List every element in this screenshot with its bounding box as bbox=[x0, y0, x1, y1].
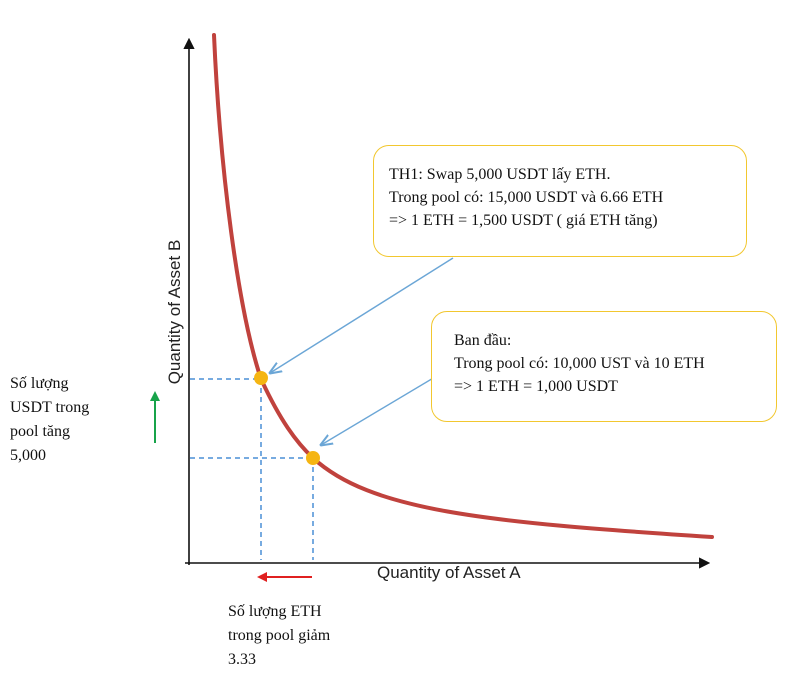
point-after-swap bbox=[254, 371, 268, 385]
eth-decrease-note: Số lượng ETH trong pool giảm 3.33 bbox=[228, 600, 398, 672]
callout-initial-line-2: Trong pool có: 10,000 UST và 10 ETH bbox=[454, 355, 705, 372]
eth-note-line-3: 3.33 bbox=[228, 651, 256, 668]
usdt-note-line-2: USDT trong bbox=[10, 399, 90, 416]
usdt-note-line-1: Số lượng bbox=[10, 375, 69, 392]
callout-initial-line-3: => 1 ETH = 1,000 USDT bbox=[454, 378, 618, 395]
eth-note-line-1: Số lượng ETH bbox=[228, 603, 322, 620]
callout-initial: Ban đầu: Trong pool có: 10,000 UST và 10… bbox=[431, 311, 777, 422]
eth-note-line-2: trong pool giảm bbox=[228, 627, 331, 644]
callout-th1-line-2: Trong pool có: 15,000 USDT và 6.66 ETH bbox=[389, 189, 664, 206]
callout-th1-line-3: => 1 ETH = 1,500 USDT ( giá ETH tăng) bbox=[389, 212, 658, 229]
constant-product-curve bbox=[212, 33, 714, 539]
callout-initial-line-1: Ban đầu: bbox=[454, 332, 512, 349]
usdt-note-line-3: pool tăng bbox=[10, 423, 70, 440]
point-initial bbox=[306, 451, 320, 465]
callout-th1: TH1: Swap 5,000 USDT lấy ETH. Trong pool… bbox=[373, 145, 747, 257]
callout-pointer-initial bbox=[321, 376, 436, 445]
usdt-increase-note: Số lượng USDT trong pool tăng 5,000 bbox=[10, 372, 130, 468]
dashed-guides bbox=[190, 378, 314, 560]
usdt-note-line-4: 5,000 bbox=[10, 447, 46, 464]
callout-pointer-th1 bbox=[270, 257, 454, 373]
y-axis-title: Quantity of Asset B bbox=[165, 239, 184, 385]
callout-th1-line-1: TH1: Swap 5,000 USDT lấy ETH. bbox=[389, 166, 611, 183]
x-axis-title: Quantity of Asset A bbox=[377, 563, 521, 582]
